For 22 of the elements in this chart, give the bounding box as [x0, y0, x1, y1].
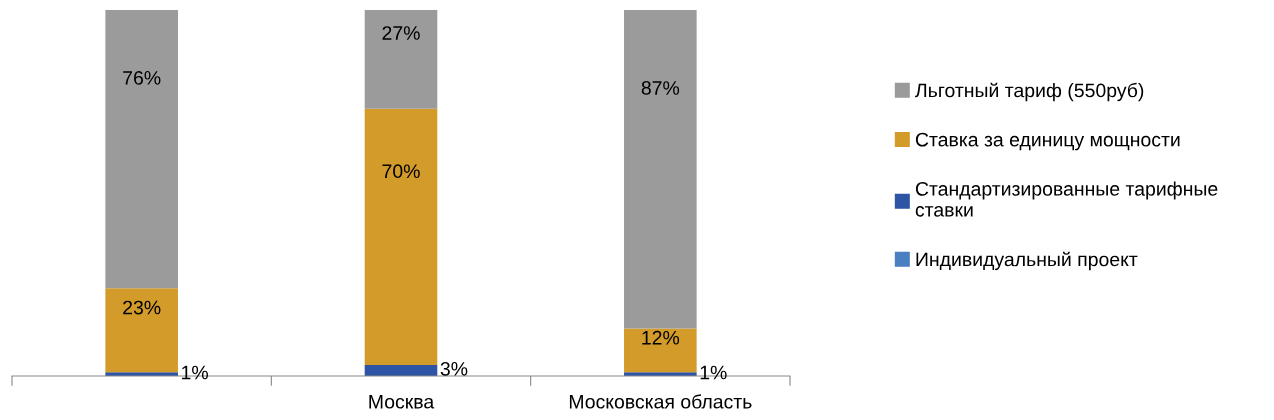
bar	[364, 108, 438, 366]
x-tick-label: Московская область	[569, 394, 752, 409]
data-label: 70%	[382, 164, 420, 179]
bar	[624, 328, 697, 373]
data-label: 12%	[642, 330, 680, 345]
legend-label: Льготный тариф (550руб)	[915, 82, 1144, 102]
data-label: 3%	[440, 361, 468, 376]
bar	[624, 10, 697, 329]
data-label: 87%	[641, 81, 680, 95]
bar	[364, 10, 438, 109]
data-label: 1%	[700, 365, 727, 380]
bar	[105, 288, 178, 373]
legend-label: Индивидуальный проект	[916, 251, 1138, 271]
bar	[364, 365, 438, 376]
legend-label: Ставка за единицу мощности	[915, 132, 1180, 151]
data-label: 1%	[182, 365, 208, 380]
legend-label: Стандартизированные тарифные ставки	[915, 181, 1218, 217]
data-label: 27%	[382, 26, 420, 40]
data-label: 76%	[123, 70, 161, 85]
data-label: 23%	[123, 300, 161, 315]
bar	[105, 10, 178, 289]
x-tick-label: Москва	[369, 395, 435, 409]
